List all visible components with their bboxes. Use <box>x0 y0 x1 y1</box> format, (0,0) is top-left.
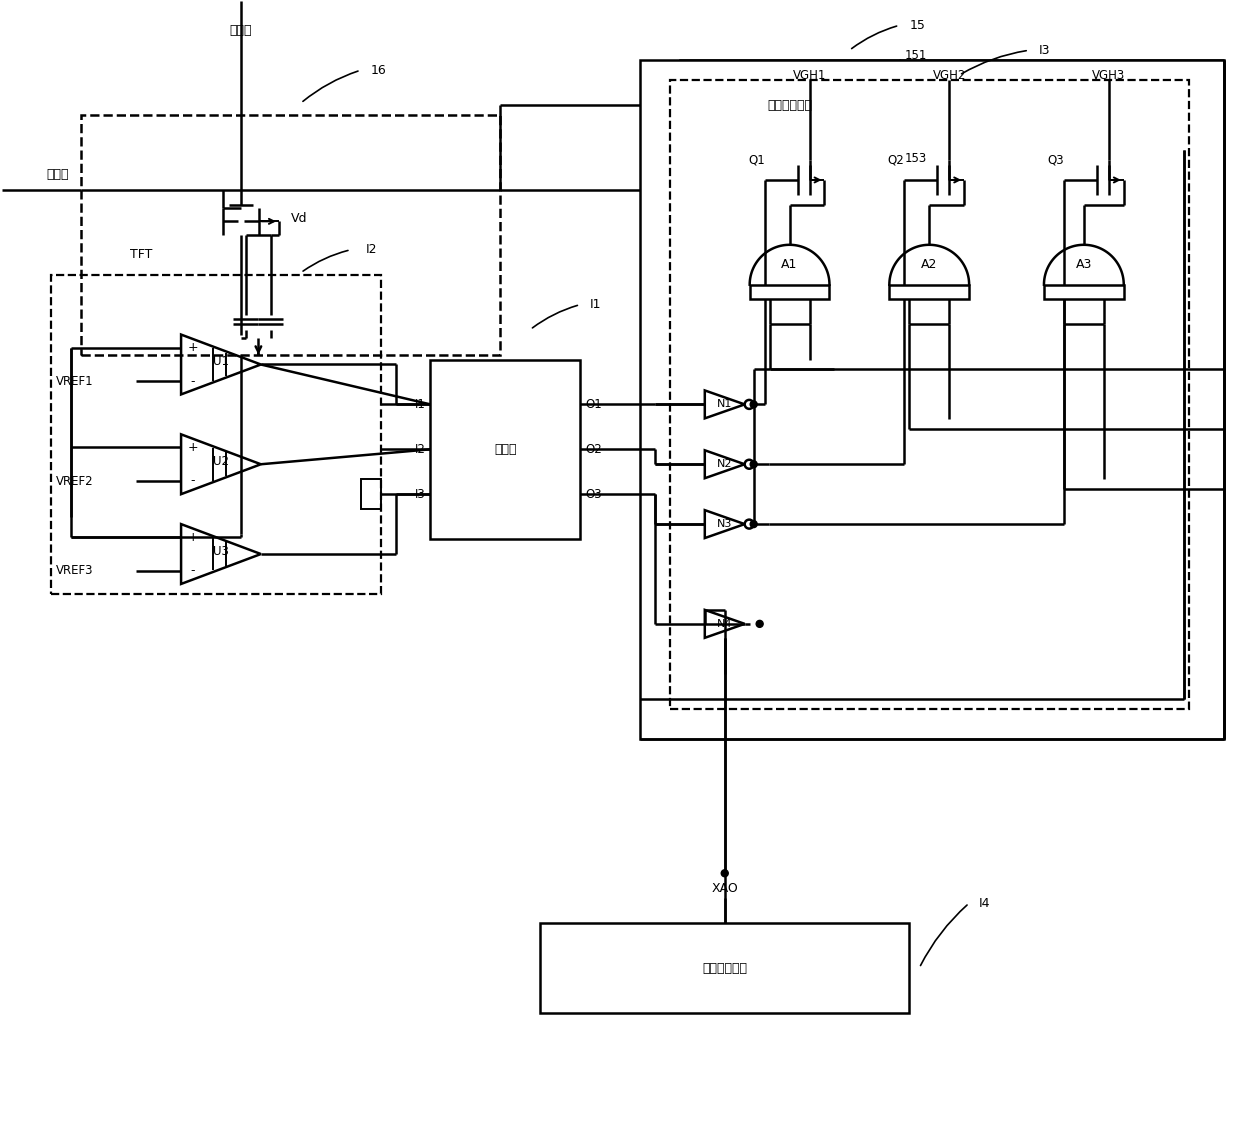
Bar <box>889 285 970 298</box>
Circle shape <box>722 870 728 877</box>
Text: Vd: Vd <box>291 212 308 225</box>
Bar <box>640 60 1224 738</box>
Text: U2: U2 <box>213 455 229 467</box>
Text: O2: O2 <box>585 442 601 456</box>
Text: I3: I3 <box>414 488 425 501</box>
Text: Q1: Q1 <box>748 153 765 167</box>
Text: 16: 16 <box>371 64 387 77</box>
Text: N3: N3 <box>717 519 733 530</box>
Text: -: - <box>191 474 195 488</box>
Text: I4: I4 <box>980 897 991 909</box>
Bar <box>1044 285 1123 298</box>
Text: XAO: XAO <box>712 882 738 895</box>
Bar <box>670 81 1189 709</box>
Text: TFT: TFT <box>130 248 153 261</box>
Text: VGH2: VGH2 <box>932 69 966 82</box>
Text: Q3: Q3 <box>1048 153 1064 167</box>
Text: VREF2: VREF2 <box>56 474 94 488</box>
Text: +: + <box>187 441 198 454</box>
Circle shape <box>750 401 758 408</box>
Text: 扫描线: 扫描线 <box>46 169 69 181</box>
Text: N4: N4 <box>717 619 733 629</box>
Bar <box>430 359 580 539</box>
Text: O1: O1 <box>585 398 601 411</box>
Text: VGH1: VGH1 <box>792 69 826 82</box>
Text: +: + <box>187 531 198 544</box>
Text: VGH3: VGH3 <box>1092 69 1126 82</box>
Circle shape <box>750 521 758 527</box>
Circle shape <box>750 460 758 467</box>
Text: N2: N2 <box>717 459 733 469</box>
Text: A1: A1 <box>781 259 797 271</box>
Text: 电源管理芯片: 电源管理芯片 <box>702 962 748 974</box>
Text: A3: A3 <box>1075 259 1092 271</box>
Text: -: - <box>191 565 195 577</box>
Text: 153: 153 <box>904 152 926 164</box>
Text: 栅极驱动芯片: 栅极驱动芯片 <box>768 99 812 111</box>
Text: I2: I2 <box>414 442 425 456</box>
Text: 控制器: 控制器 <box>494 442 517 456</box>
Text: I1: I1 <box>414 398 425 411</box>
Text: I2: I2 <box>366 244 377 256</box>
Bar <box>82 116 500 355</box>
Bar <box>51 274 381 594</box>
Text: -: - <box>191 374 195 388</box>
Text: VREF1: VREF1 <box>56 374 94 388</box>
Text: N1: N1 <box>717 399 733 409</box>
Text: 数据线: 数据线 <box>229 24 252 36</box>
Text: A2: A2 <box>921 259 937 271</box>
Text: +: + <box>187 341 198 354</box>
Text: O3: O3 <box>585 488 601 501</box>
Text: I3: I3 <box>1039 44 1050 57</box>
Bar <box>541 923 909 1013</box>
Text: VREF3: VREF3 <box>56 565 94 577</box>
Bar <box>361 480 381 509</box>
Text: Q2: Q2 <box>888 153 904 167</box>
Text: I1: I1 <box>590 298 601 311</box>
Bar <box>750 285 830 298</box>
Circle shape <box>756 620 763 627</box>
Text: U1: U1 <box>213 355 229 369</box>
Text: 15: 15 <box>909 19 925 32</box>
Bar <box>680 60 899 150</box>
Text: U3: U3 <box>213 544 229 558</box>
Text: 151: 151 <box>904 49 926 61</box>
